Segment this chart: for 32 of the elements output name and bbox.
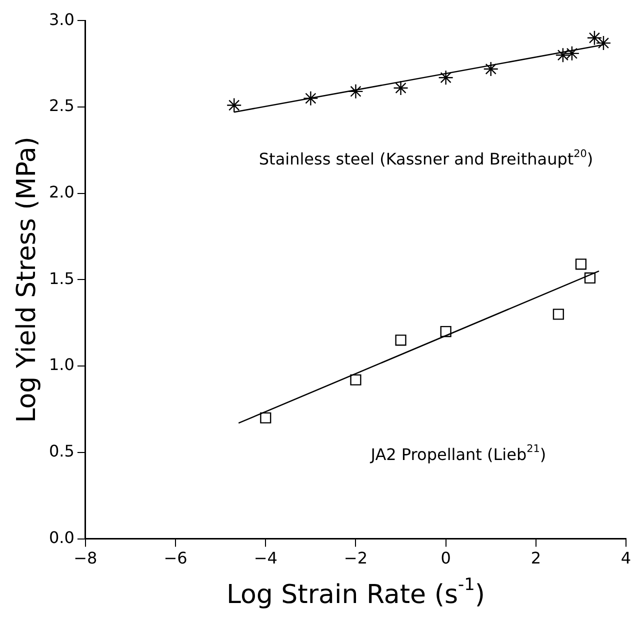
point xyxy=(438,70,454,86)
point xyxy=(596,35,612,51)
x-tick-label: −4 xyxy=(254,548,278,568)
point xyxy=(393,80,408,96)
y-tick-label: 1.5 xyxy=(48,268,74,288)
x-tick-label: −8 xyxy=(74,548,98,568)
x-tick-label: −2 xyxy=(344,548,368,568)
point xyxy=(348,84,364,100)
y-tick-label: 2.5 xyxy=(48,96,74,116)
y-tick-label: 3.0 xyxy=(48,10,74,29)
x-tick-label: −6 xyxy=(164,548,188,568)
y-tick-label: 2.0 xyxy=(48,182,74,202)
point xyxy=(586,30,602,46)
x-tick-label: 2 xyxy=(530,548,541,568)
point xyxy=(260,412,272,424)
point xyxy=(555,48,571,63)
y-tick-label: 1.0 xyxy=(48,355,74,374)
point xyxy=(226,98,242,113)
point xyxy=(483,61,498,77)
point xyxy=(552,308,564,320)
point xyxy=(584,272,596,284)
point xyxy=(564,46,580,62)
y-tick-label: 0.0 xyxy=(48,528,74,547)
point xyxy=(303,90,318,106)
y-axis-title: Log Yield Stress (MPa) xyxy=(12,136,42,423)
point xyxy=(395,334,406,346)
x-tick-label: 4 xyxy=(620,548,632,568)
y-tick-label: 0.5 xyxy=(48,442,74,461)
point xyxy=(350,374,362,386)
point xyxy=(440,326,452,338)
point xyxy=(575,258,587,270)
x-tick-label: 0 xyxy=(440,548,451,568)
